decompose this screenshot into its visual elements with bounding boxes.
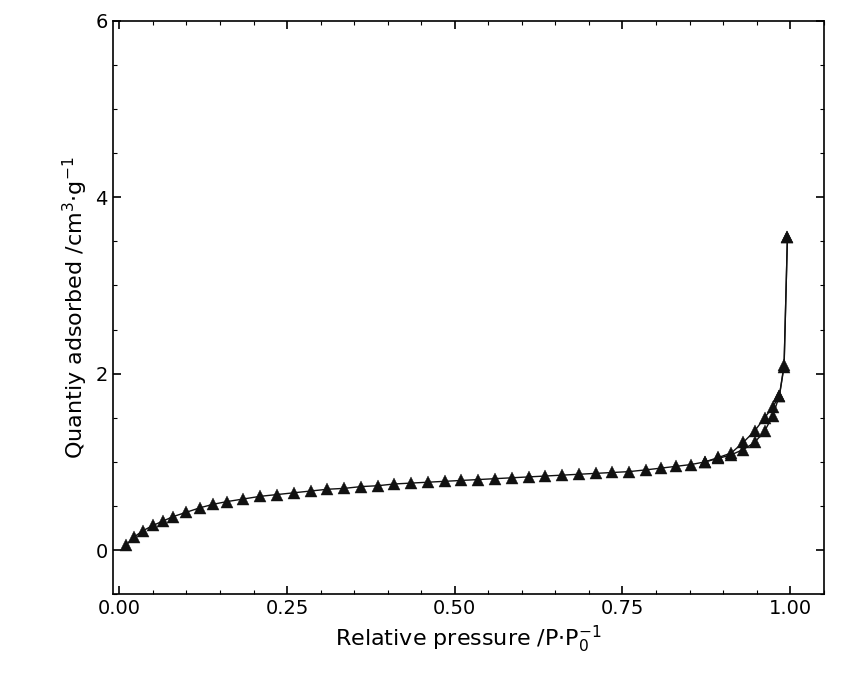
X-axis label: Relative pressure /P$\cdot$P$_0^{-1}$: Relative pressure /P$\cdot$P$_0^{-1}$ — [335, 624, 602, 655]
Y-axis label: Quantiy adsorbed /cm$^3$$\cdot$g$^{-1}$: Quantiy adsorbed /cm$^3$$\cdot$g$^{-1}$ — [61, 156, 90, 459]
